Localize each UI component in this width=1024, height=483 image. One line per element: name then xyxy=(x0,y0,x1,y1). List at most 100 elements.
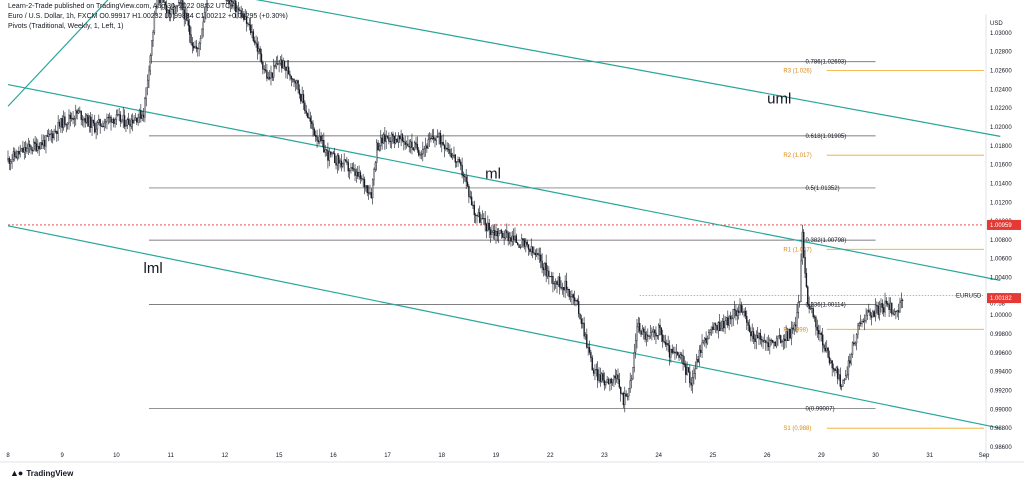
candle-body xyxy=(499,230,501,234)
candle-body xyxy=(548,270,550,277)
candle-body xyxy=(110,116,112,123)
candle-body xyxy=(884,300,886,313)
candle-body xyxy=(746,315,748,323)
candle-body xyxy=(678,354,680,358)
candle-body xyxy=(891,302,893,314)
candle-body xyxy=(83,118,85,121)
x-tick-label: 22 xyxy=(547,453,554,459)
candle-body xyxy=(347,162,349,172)
candle-body xyxy=(447,149,450,151)
candle-body xyxy=(624,393,626,406)
candle-body xyxy=(819,333,821,335)
candle-body xyxy=(198,43,200,49)
candle-body xyxy=(465,176,467,183)
candle-body xyxy=(98,119,100,123)
candle-body xyxy=(594,369,596,374)
candle-body xyxy=(694,368,696,374)
candle-body xyxy=(813,316,816,318)
candle-body xyxy=(756,335,759,339)
candle-body xyxy=(321,140,324,142)
candle-body xyxy=(331,152,333,155)
candle-body xyxy=(58,122,61,127)
candle-body xyxy=(42,140,44,146)
candle-body xyxy=(305,110,307,114)
candle-body xyxy=(663,340,665,343)
candle-body xyxy=(141,114,143,119)
publish-info: Learn-2-Trade published on TradingView.c… xyxy=(8,3,239,10)
candle-body xyxy=(117,114,119,116)
candle-body xyxy=(315,134,317,137)
candle-body xyxy=(458,159,461,163)
indicator-info: Pivots (Traditional, Weekly, 1, Left, 1) xyxy=(8,23,124,30)
candle-body xyxy=(488,222,490,230)
candle-body xyxy=(191,42,194,47)
candle-body xyxy=(817,330,820,335)
candle-body xyxy=(146,79,149,88)
candle-body xyxy=(743,310,745,313)
price-tag: 1.00182 xyxy=(990,296,1012,302)
candle-body xyxy=(721,321,724,329)
candle-body xyxy=(184,12,187,20)
candle-body xyxy=(645,334,648,340)
candle-body xyxy=(583,322,585,337)
candle-body xyxy=(683,363,686,365)
candle-body xyxy=(35,143,38,151)
candle-body xyxy=(293,78,295,82)
channel-line-ml xyxy=(7,84,1001,281)
candle-body xyxy=(596,369,599,381)
candle-body xyxy=(106,117,108,122)
candle-body xyxy=(108,116,111,118)
candle-body xyxy=(239,9,241,11)
candle-body xyxy=(103,122,105,127)
candle-body xyxy=(413,142,416,151)
candle-body xyxy=(249,24,252,34)
candle-body xyxy=(858,322,860,327)
candle-body xyxy=(564,280,566,291)
candle-body xyxy=(426,145,428,149)
candle-body xyxy=(758,333,760,339)
candle-body xyxy=(626,395,629,397)
candle-body xyxy=(418,149,420,156)
candle-body xyxy=(774,341,776,347)
y-tick-label: 0.99000 xyxy=(990,407,1012,413)
candle-body xyxy=(883,307,885,313)
y-tick-label: 0.99200 xyxy=(990,389,1012,395)
candle-body xyxy=(381,137,383,144)
x-tick-label: 25 xyxy=(710,453,717,459)
candle-body xyxy=(477,212,480,217)
candle-body xyxy=(22,148,24,153)
x-tick-label: 18 xyxy=(438,453,445,459)
candle-body xyxy=(553,283,555,285)
candle-body xyxy=(789,329,791,339)
candle-body xyxy=(579,313,581,320)
candle-body xyxy=(188,25,191,35)
pivot-label: R2 (1.017) xyxy=(783,153,811,159)
candle-body xyxy=(385,136,387,142)
candle-body xyxy=(14,151,16,157)
candle-body xyxy=(651,331,653,333)
candle-body xyxy=(289,73,291,77)
candle-body xyxy=(704,337,706,341)
candle-body xyxy=(686,367,688,375)
candle-body xyxy=(96,122,99,130)
candle-body xyxy=(628,388,630,397)
candle-body xyxy=(582,322,584,324)
candle-body xyxy=(84,118,86,123)
candle-body xyxy=(664,341,667,345)
candle-body xyxy=(507,232,509,241)
candle-body xyxy=(206,0,208,7)
candle-body xyxy=(675,351,677,354)
candle-body xyxy=(484,218,486,225)
candle-body xyxy=(144,98,146,118)
candle-body xyxy=(878,303,881,315)
candle-body xyxy=(442,142,444,146)
candle-body xyxy=(605,381,607,386)
candle-body xyxy=(572,294,574,298)
candle-body xyxy=(788,329,790,341)
candle-body xyxy=(277,63,279,65)
candle-body xyxy=(702,339,705,343)
candle-body xyxy=(172,9,175,15)
candle-body xyxy=(317,140,320,143)
x-tick-label: 9 xyxy=(61,453,65,459)
